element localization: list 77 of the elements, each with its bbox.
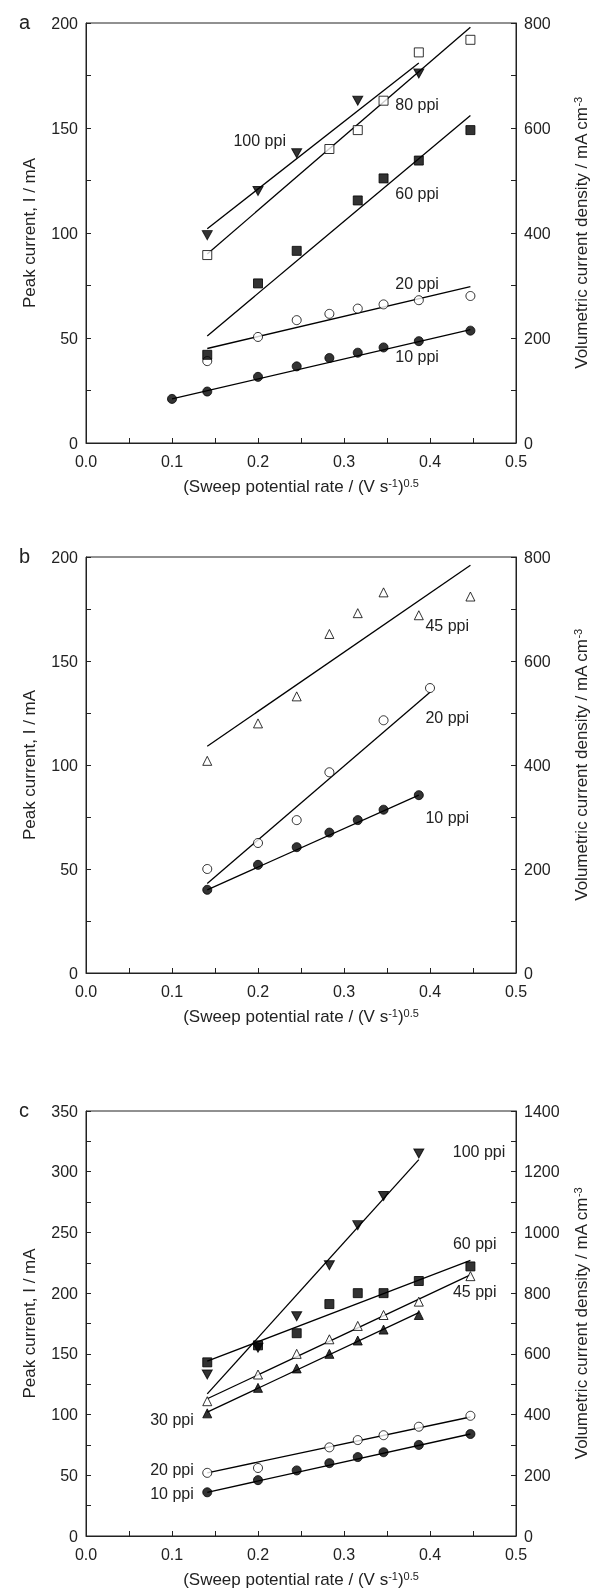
x-tick-label: 0.4: [418, 452, 442, 470]
y2-axis-title: Volumetric current density / mA cm-3: [571, 628, 591, 901]
y-axis-title: Peak current, I / mA: [20, 1247, 39, 1399]
y-tick-label: 100: [51, 756, 79, 774]
y-tick-label: 200: [51, 14, 79, 32]
x-tick-label: 0.1: [160, 1545, 184, 1563]
y-tick-label: 50: [60, 1466, 79, 1484]
series-label: 10 ppi: [395, 348, 439, 366]
y-tick-label: 350: [51, 1102, 79, 1120]
y-tick-label: 200: [51, 1284, 79, 1302]
x-tick-label: 0.3: [332, 452, 356, 470]
series-label: 10 ppi: [425, 808, 469, 826]
x-tick-label: 0.5: [504, 982, 528, 1000]
y2-tick-label: 1400: [524, 1102, 560, 1120]
y-tick-label: 50: [60, 329, 79, 347]
x-tick-label: 0.3: [332, 982, 356, 1000]
x-tick-label: 0.0: [74, 452, 98, 470]
series-label: 100 ppi: [233, 132, 286, 150]
y2-tick-label: 200: [524, 329, 551, 347]
y-tick-label: 150: [51, 1345, 79, 1363]
series-label: 60 ppi: [452, 1234, 497, 1252]
y-tick-label: 150: [51, 652, 79, 670]
x-tick-label: 0.0: [74, 982, 98, 1000]
y-tick-label: 100: [51, 1406, 79, 1424]
series-label: 100 ppi: [452, 1142, 506, 1160]
series-label: 30 ppi: [150, 1410, 194, 1428]
chart-title: a: [19, 11, 31, 33]
y-tick-label: 0: [69, 434, 79, 452]
y2-tick-label: 400: [524, 1406, 551, 1424]
y-tick-label: 300: [51, 1163, 79, 1181]
chart-title: c: [19, 1099, 29, 1121]
y-axis-title: Peak current, I / mA: [20, 157, 39, 309]
y2-tick-label: 800: [524, 14, 551, 32]
y2-tick-label: 1200: [524, 1163, 560, 1181]
x-tick-label: 0.4: [418, 1545, 442, 1563]
series-label: 45 ppi: [425, 617, 469, 635]
y2-axis-title: Volumetric current density / mA cm-3: [571, 1187, 591, 1460]
chart-title: b: [19, 545, 31, 567]
x-tick-label: 0.2: [246, 1545, 270, 1563]
y2-tick-label: 0: [524, 1527, 533, 1545]
y-axis-title: Peak current, I / mA: [20, 689, 39, 841]
y2-tick-label: 600: [524, 652, 551, 670]
x-tick-label: 0.2: [246, 982, 270, 1000]
y-tick-label: 250: [51, 1223, 79, 1241]
x-tick-label: 0.5: [504, 452, 528, 470]
y-tick-label: 0: [69, 964, 79, 982]
y2-tick-label: 600: [524, 119, 551, 137]
y2-tick-label: 400: [524, 224, 551, 242]
y2-axis-title: Volumetric current density / mA cm-3: [571, 96, 591, 369]
y2-tick-label: 200: [524, 1466, 551, 1484]
y2-tick-label: 0: [524, 964, 533, 982]
series-label: 20 ppi: [395, 274, 439, 292]
y2-tick-label: 0: [524, 434, 533, 452]
y-tick-label: 100: [51, 224, 79, 242]
y2-tick-label: 800: [524, 1284, 551, 1302]
series-label: 10 ppi: [150, 1485, 194, 1502]
y-tick-label: 200: [51, 548, 79, 566]
y2-tick-label: 400: [524, 756, 551, 774]
y-tick-label: 50: [60, 860, 79, 878]
x-tick-label: 0.1: [160, 982, 184, 1000]
series-label: 60 ppi: [395, 184, 439, 202]
y2-tick-label: 200: [524, 860, 551, 878]
series-label: 20 ppi: [425, 708, 469, 726]
x-tick-label: 0.1: [160, 452, 184, 470]
x-tick-label: 0.4: [418, 982, 442, 1000]
x-tick-label: 0.3: [332, 1545, 356, 1563]
y2-tick-label: 600: [524, 1345, 551, 1363]
y2-tick-label: 1000: [524, 1223, 560, 1241]
x-tick-label: 0.5: [504, 1545, 528, 1563]
series-label: 80 ppi: [395, 96, 439, 114]
y-tick-label: 0: [69, 1527, 79, 1545]
x-tick-label: 0.2: [246, 452, 270, 470]
y2-tick-label: 800: [524, 548, 551, 566]
series-label: 20 ppi: [150, 1460, 194, 1478]
y-tick-label: 150: [51, 119, 79, 137]
x-tick-label: 0.0: [74, 1545, 98, 1563]
series-label: 45 ppi: [452, 1283, 497, 1301]
